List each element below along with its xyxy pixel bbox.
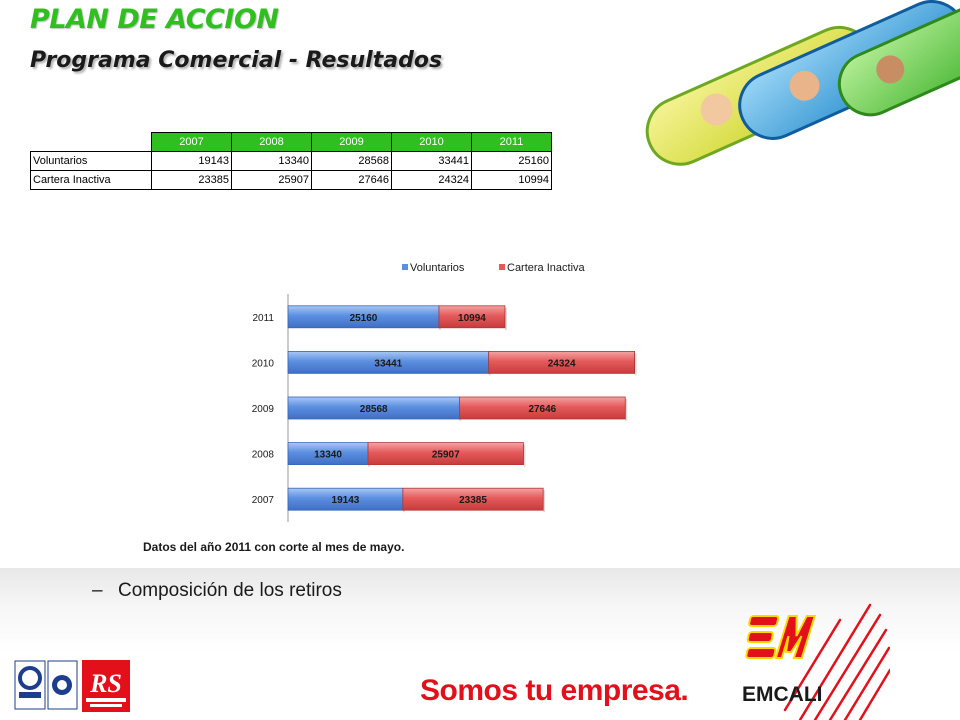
bar-data-label: 10994 (458, 313, 486, 324)
company-name: EMCALI (742, 683, 823, 706)
bar-data-label: 19143 (332, 495, 360, 506)
table-cell: 25907 (231, 170, 312, 190)
table-header-cell: 2010 (391, 132, 472, 152)
bullet-text: Composición de los retiros (118, 580, 342, 601)
table-cell: 10994 (471, 170, 552, 190)
bar-data-label: 13340 (314, 450, 342, 461)
table-cell: 24324 (391, 170, 472, 190)
social-responsibility-logo-icon: RS (82, 660, 130, 712)
bar-data-label: 27646 (528, 404, 556, 415)
table-corner-cell (30, 132, 152, 152)
bar-data-label: 25907 (432, 450, 460, 461)
slide-subtitle: Programa Comercial - Resultados (30, 48, 443, 73)
table-cell: 19143 (151, 151, 232, 171)
table-cell: 23385 (151, 170, 232, 190)
table-header-cell: 2009 (311, 132, 392, 152)
table-cell: 33441 (391, 151, 472, 171)
chart-footnote: Datos del año 2011 con corte al mes de m… (143, 540, 405, 554)
table-cell: 25160 (471, 151, 552, 171)
table-cell: 13340 (231, 151, 312, 171)
table-row-label: Cartera Inactiva (30, 170, 152, 190)
bar-data-label: 23385 (459, 495, 487, 506)
legend-label: Voluntarios (410, 262, 465, 274)
stacked-bar-chart: Voluntarios Cartera Inactiva 2007 2008 2009… (252, 262, 637, 522)
y-tick-label: 2007 (252, 495, 275, 506)
slide-title: PLAN DE ACCION (30, 4, 279, 35)
rs-mark-text: RS (89, 669, 122, 698)
bar-segment (488, 351, 635, 374)
y-tick-label: 2011 (252, 313, 274, 324)
table-header-cell: 2008 (231, 132, 312, 152)
table-cell: 28568 (311, 151, 392, 171)
table-row: Voluntarios 19143 13340 28568 33441 2516… (30, 151, 552, 171)
bar-data-label: 25160 (350, 313, 378, 324)
slogan-text: Somos tu empresa. (420, 674, 689, 707)
table-header-row: 2007 2008 2009 2010 2011 (30, 132, 552, 152)
y-tick-label: 2010 (252, 358, 275, 369)
certification-logo-icon (14, 660, 78, 710)
bullet-item: – Composición de los retiros (92, 580, 342, 602)
bar-shadow (523, 444, 526, 467)
legend-swatch (499, 264, 505, 270)
bar-segment (402, 487, 544, 511)
table-header-cell: 2011 (471, 132, 552, 152)
bar-data-label: 24324 (548, 358, 576, 369)
table-row: Cartera Inactiva 23385 25907 27646 24324… (30, 170, 552, 190)
table-cell: 27646 (311, 170, 392, 190)
services-banner-image (645, 0, 960, 166)
chart-bars: 19143 23385 13340 25907 28568 27646 33441 24324… (287, 305, 637, 513)
legend-swatch (402, 264, 408, 270)
bar-shadow (504, 307, 507, 330)
chart-axes: 2007 2008 2009 2010 2011 (252, 294, 289, 522)
legend-label: Cartera Inactiva (507, 262, 586, 274)
bar-shadow (543, 490, 546, 513)
bar-segment (459, 396, 626, 420)
table-row-label: Voluntarios (30, 151, 152, 171)
bar-data-label: 28568 (360, 404, 388, 415)
decorative-stripes (783, 603, 890, 720)
chart-legend: Voluntarios Cartera Inactiva (402, 262, 586, 274)
bar-segment (438, 305, 506, 329)
emcali-logo-icon (745, 615, 817, 659)
bar-shadow (625, 399, 628, 421)
bar-segment (367, 442, 524, 466)
bar-shadow (634, 353, 637, 376)
bullet-dash: – (92, 580, 103, 601)
y-tick-label: 2009 (252, 404, 275, 415)
bar-data-label: 33441 (374, 358, 402, 369)
results-table: 2007 2008 2009 2010 2011 Voluntarios 191… (30, 132, 552, 190)
table-header-cell: 2007 (151, 132, 232, 152)
y-tick-label: 2008 (252, 450, 275, 461)
